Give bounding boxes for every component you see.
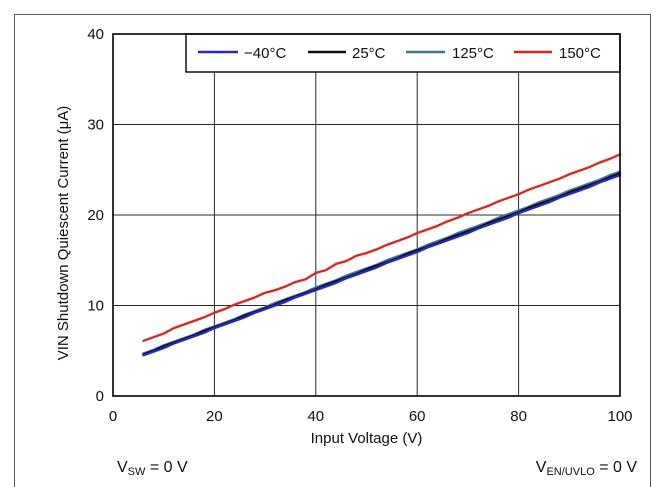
y-tick-label: 20 xyxy=(87,207,104,224)
x-tick-label: 80 xyxy=(510,408,527,425)
note-right-main: V xyxy=(535,459,547,476)
legend-label-125c: 125°C xyxy=(452,45,494,62)
gridlines xyxy=(113,34,620,396)
series-lines xyxy=(142,153,622,357)
note-right-value: = 0 V xyxy=(594,459,637,476)
figure-frame xyxy=(14,14,651,487)
vsw-condition-note: VSW = 0 V xyxy=(117,459,188,478)
legend-label-150c: 150°C xyxy=(559,45,601,62)
ven-uvlo-condition-note: VEN/UVLO = 0 V xyxy=(535,459,637,478)
y-tick-label: 40 xyxy=(87,26,104,43)
legend-label-minus40c: −40°C xyxy=(244,45,286,62)
legend-item-125c: 125°C xyxy=(406,45,494,62)
x-axis-title: Input Voltage (V) xyxy=(311,430,423,447)
legend-label-25c: 25°C xyxy=(352,45,386,62)
y-axis-title: VIN Shutdown Quiescent Current (μA) xyxy=(55,106,72,361)
note-left-subscript: SW xyxy=(127,466,146,478)
y-tick-label: 0 xyxy=(96,388,104,405)
note-left-value: = 0 V xyxy=(145,459,188,476)
x-tick-label: 0 xyxy=(109,408,117,425)
y-tick-label: 30 xyxy=(87,117,104,134)
legend: −40°C 25°C 125°C 150°C xyxy=(185,33,621,73)
x-tick-label: 20 xyxy=(206,408,223,425)
legend-item-150c: 150°C xyxy=(514,45,601,62)
y-tick-label: 10 xyxy=(87,298,104,315)
x-tick-label: 60 xyxy=(409,408,426,425)
note-left-main: V xyxy=(117,459,128,476)
plot-border xyxy=(112,33,621,397)
x-tick-label: 100 xyxy=(607,408,632,425)
series-line-minus40c xyxy=(142,174,622,357)
series-line-150c xyxy=(142,153,622,342)
legend-item-minus40c: −40°C xyxy=(198,45,286,62)
legend-item-25c: 25°C xyxy=(308,45,386,62)
note-right-subscript: EN/UVLO xyxy=(546,466,595,478)
x-tick-label: 40 xyxy=(307,408,324,425)
tick-labels: 0 20 40 60 80 100 0 10 20 30 40 xyxy=(87,26,632,425)
